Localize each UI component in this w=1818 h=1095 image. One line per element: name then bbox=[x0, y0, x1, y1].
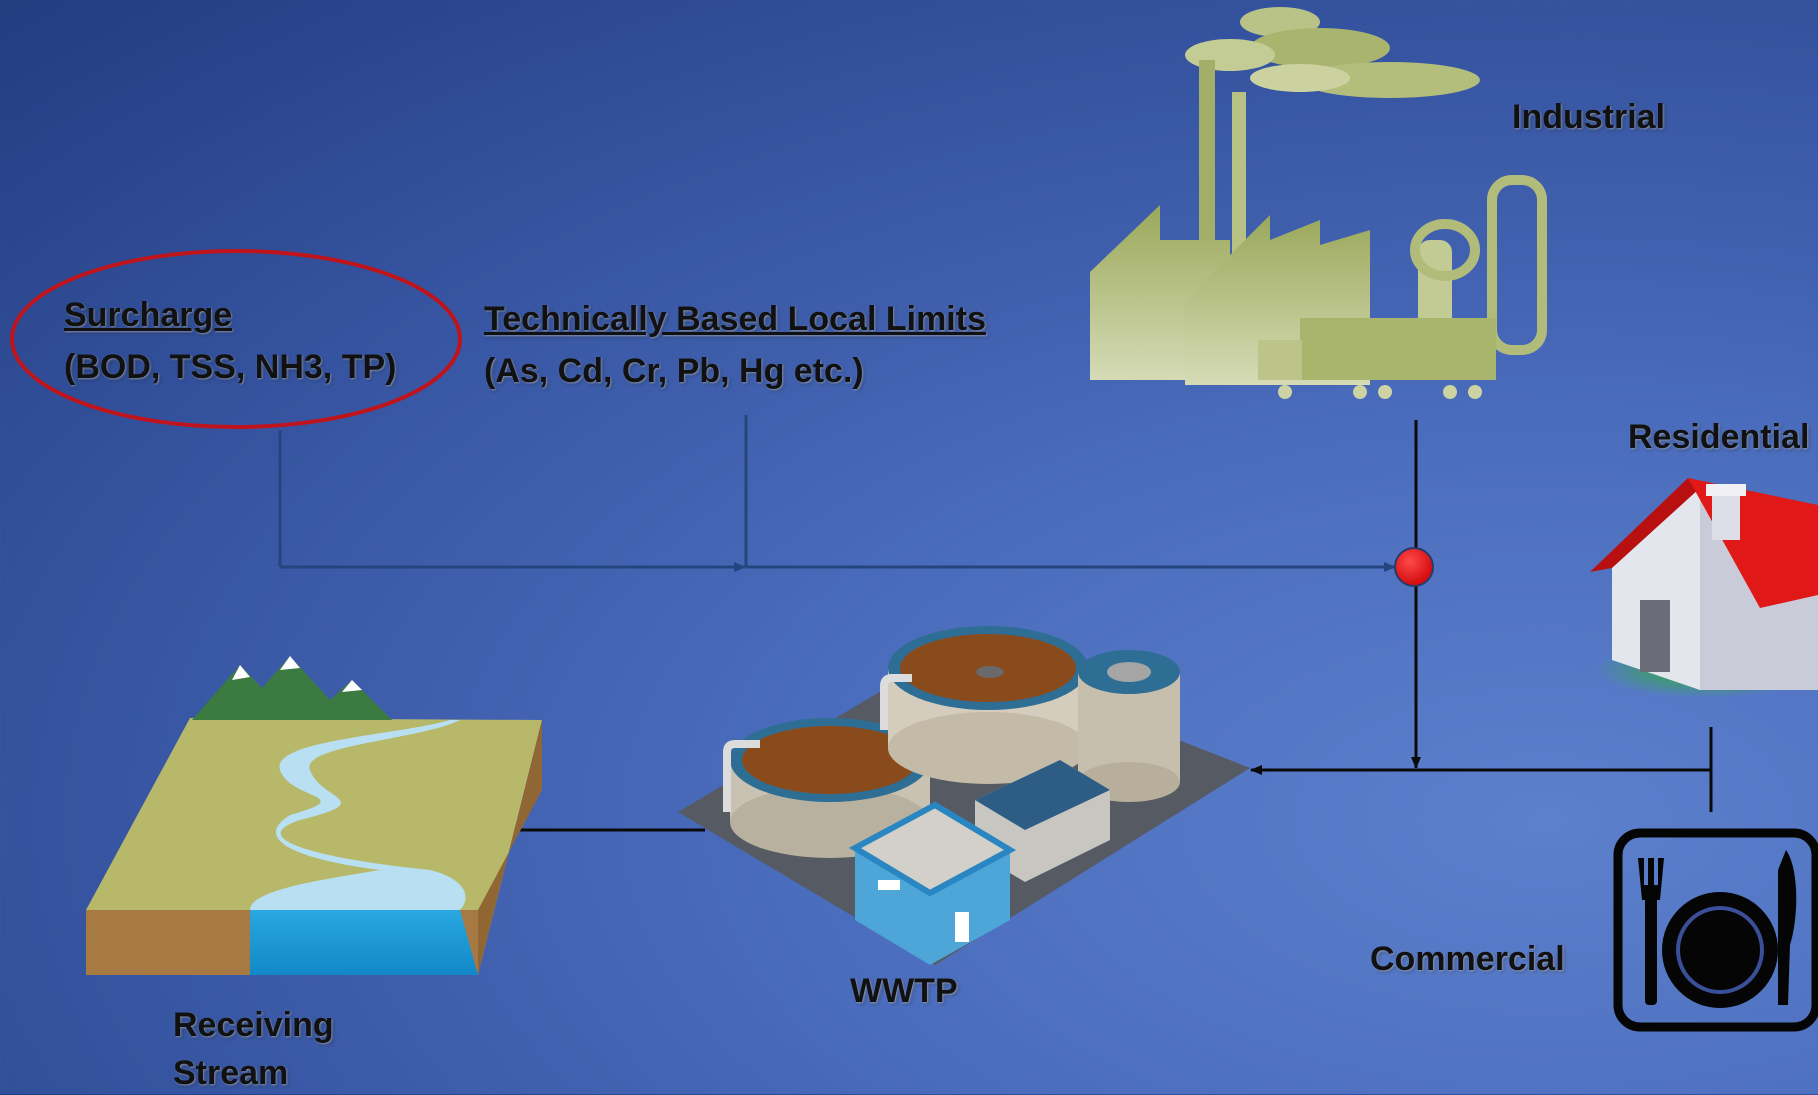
regulatory-flow-lines bbox=[278, 415, 1396, 572]
junction-point bbox=[1394, 547, 1434, 587]
treatment-plant-icon bbox=[678, 626, 1250, 965]
residential-label: Residential bbox=[1628, 418, 1810, 456]
river-landscape-icon bbox=[86, 656, 542, 975]
surcharge-title: Surcharge bbox=[64, 296, 233, 334]
local-limits-title: Technically Based Local Limits bbox=[484, 300, 986, 338]
house-icon bbox=[1590, 478, 1818, 698]
surcharge-parameters: (BOD, TSS, NH3, TP) bbox=[64, 348, 397, 386]
surcharge-highlight-ellipse bbox=[10, 249, 462, 429]
commercial-label: Commercial bbox=[1370, 940, 1565, 978]
receiving-stream-label-line1: Receiving bbox=[173, 1006, 334, 1044]
factory-icon bbox=[1090, 7, 1547, 399]
local-limits-parameters: (As, Cd, Cr, Pb, Hg etc.) bbox=[484, 352, 864, 390]
restaurant-icon bbox=[1613, 828, 1818, 1032]
industrial-label: Industrial bbox=[1512, 98, 1666, 136]
receiving-stream-label-line2: Stream bbox=[173, 1054, 289, 1092]
wwtp-label: WWTP bbox=[850, 972, 958, 1010]
